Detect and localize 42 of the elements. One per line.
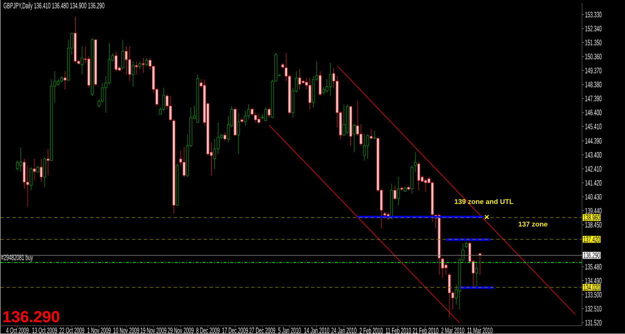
candlestick bbox=[124, 46, 128, 75]
candlestick bbox=[342, 104, 346, 136]
candlestick bbox=[80, 46, 84, 75]
candlestick bbox=[22, 158, 26, 189]
candlestick bbox=[135, 60, 138, 75]
candlestick bbox=[122, 39, 124, 70]
candlestick bbox=[132, 60, 134, 87]
candlestick bbox=[33, 158, 36, 181]
candlestick bbox=[366, 134, 370, 160]
candlestick bbox=[237, 112, 240, 154]
candlestick bbox=[108, 42, 111, 84]
candlestick bbox=[397, 176, 400, 206]
candlestick bbox=[308, 78, 312, 110]
candlestick bbox=[424, 178, 427, 192]
candlestick bbox=[128, 46, 131, 82]
candlestick bbox=[182, 147, 186, 178]
candlestick bbox=[19, 147, 22, 172]
candlestick bbox=[43, 156, 46, 188]
candlestick bbox=[40, 158, 43, 182]
candlestick bbox=[362, 134, 366, 161]
candlestick bbox=[264, 107, 268, 121]
candlestick bbox=[328, 62, 332, 96]
candlestick bbox=[475, 261, 478, 288]
candlestick bbox=[394, 185, 396, 200]
candlestick bbox=[318, 70, 322, 96]
candlestick bbox=[213, 138, 216, 169]
candlestick bbox=[114, 50, 118, 72]
candlestick bbox=[417, 162, 420, 190]
candlestick bbox=[247, 104, 250, 120]
candlestick bbox=[298, 69, 302, 90]
candlestick bbox=[268, 107, 270, 118]
candlestick bbox=[352, 124, 356, 152]
candlestick bbox=[46, 148, 50, 176]
candlestick bbox=[373, 130, 376, 140]
candlestick bbox=[64, 70, 66, 90]
candlestick bbox=[142, 58, 145, 73]
candlestick bbox=[162, 87, 166, 112]
annotation: 136.290 bbox=[3, 310, 60, 322]
candlestick bbox=[244, 110, 247, 126]
candlestick bbox=[370, 128, 372, 140]
candlestick bbox=[258, 114, 260, 124]
candlestick bbox=[30, 166, 32, 190]
